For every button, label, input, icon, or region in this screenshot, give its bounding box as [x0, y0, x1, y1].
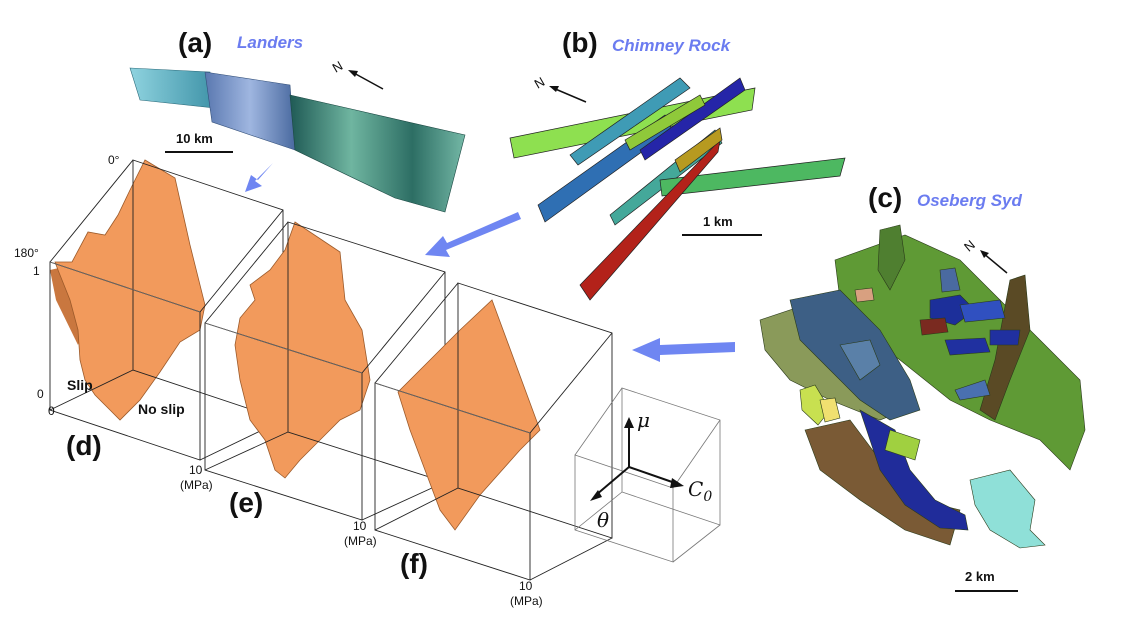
north-arrow-icon-b: N — [532, 74, 587, 103]
panel-a-label: (a) — [178, 27, 212, 58]
panel-b-title: Chimney Rock — [612, 36, 732, 55]
theta-axis-arrow — [590, 466, 630, 501]
scale-bar-c: 2 km — [955, 569, 1018, 592]
slip-label: Slip — [67, 377, 93, 393]
panel-d-label: (d) — [66, 430, 102, 461]
cube-d-theta-top: 0° — [108, 153, 120, 167]
scale-bar-a: 10 km — [165, 131, 233, 153]
panel-c-title: Oseberg Syd — [917, 191, 1022, 210]
arrow-a-to-d — [245, 163, 273, 192]
chimney-rock-faults — [509, 77, 846, 301]
cube-d-theta-bottom: 180° — [14, 246, 39, 260]
cube-e-c0-max: 10 — [353, 519, 367, 533]
axes-legend: μ θ C0 — [574, 387, 721, 563]
mu-axis-arrow — [624, 417, 634, 467]
panel-a-title: Landers — [237, 33, 303, 52]
panel-b: (b) Chimney Rock N 1 km — [425, 27, 846, 301]
panel-c: (c) Oseberg Syd N — [632, 182, 1086, 592]
cube-f-c0-max: 10 — [519, 579, 533, 593]
cube-d-mu-min: 0 — [37, 387, 44, 401]
cube-d-c0-unit: (MPa) — [180, 478, 213, 492]
cube-e: (e) 10 (MPa) — [204, 221, 446, 548]
panel-b-label: (b) — [562, 27, 598, 58]
c0-axis-arrow — [628, 466, 684, 488]
north-label-b: N — [532, 74, 548, 92]
cube-e-c0-unit: (MPa) — [344, 534, 377, 548]
panel-e-label: (e) — [229, 487, 263, 518]
panel-f-label: (f) — [400, 548, 428, 579]
panel-c-label: (c) — [868, 182, 902, 213]
landers-fault-surface — [129, 67, 466, 213]
scale-bar-b: 1 km — [682, 214, 762, 236]
theta-symbol: θ — [597, 508, 609, 532]
scale-label-a: 10 km — [176, 131, 213, 146]
arrow-c-to-f — [632, 338, 735, 362]
north-label-a: N — [330, 58, 346, 76]
oseberg-faults — [759, 224, 1086, 549]
cube-d-mu-max: 1 — [33, 264, 40, 278]
cube-f-c0-unit: (MPa) — [510, 594, 543, 608]
north-arrow-icon-a: N — [330, 58, 384, 90]
scale-label-b: 1 km — [703, 214, 733, 229]
panel-a: (a) Landers N 10 km — [129, 27, 466, 213]
no-slip-label: No slip — [138, 401, 185, 417]
north-label-c: N — [961, 237, 978, 255]
c0-symbol: C0 — [688, 477, 712, 505]
cube-d-c0-min: 0 — [48, 404, 55, 418]
cube-d-c0-max: 10 — [189, 463, 203, 477]
mu-symbol: μ — [637, 408, 650, 432]
cube-f: (f) 10 (MPa) — [374, 282, 613, 608]
scale-label-c: 2 km — [965, 569, 995, 584]
arrow-b-to-e — [425, 212, 521, 257]
